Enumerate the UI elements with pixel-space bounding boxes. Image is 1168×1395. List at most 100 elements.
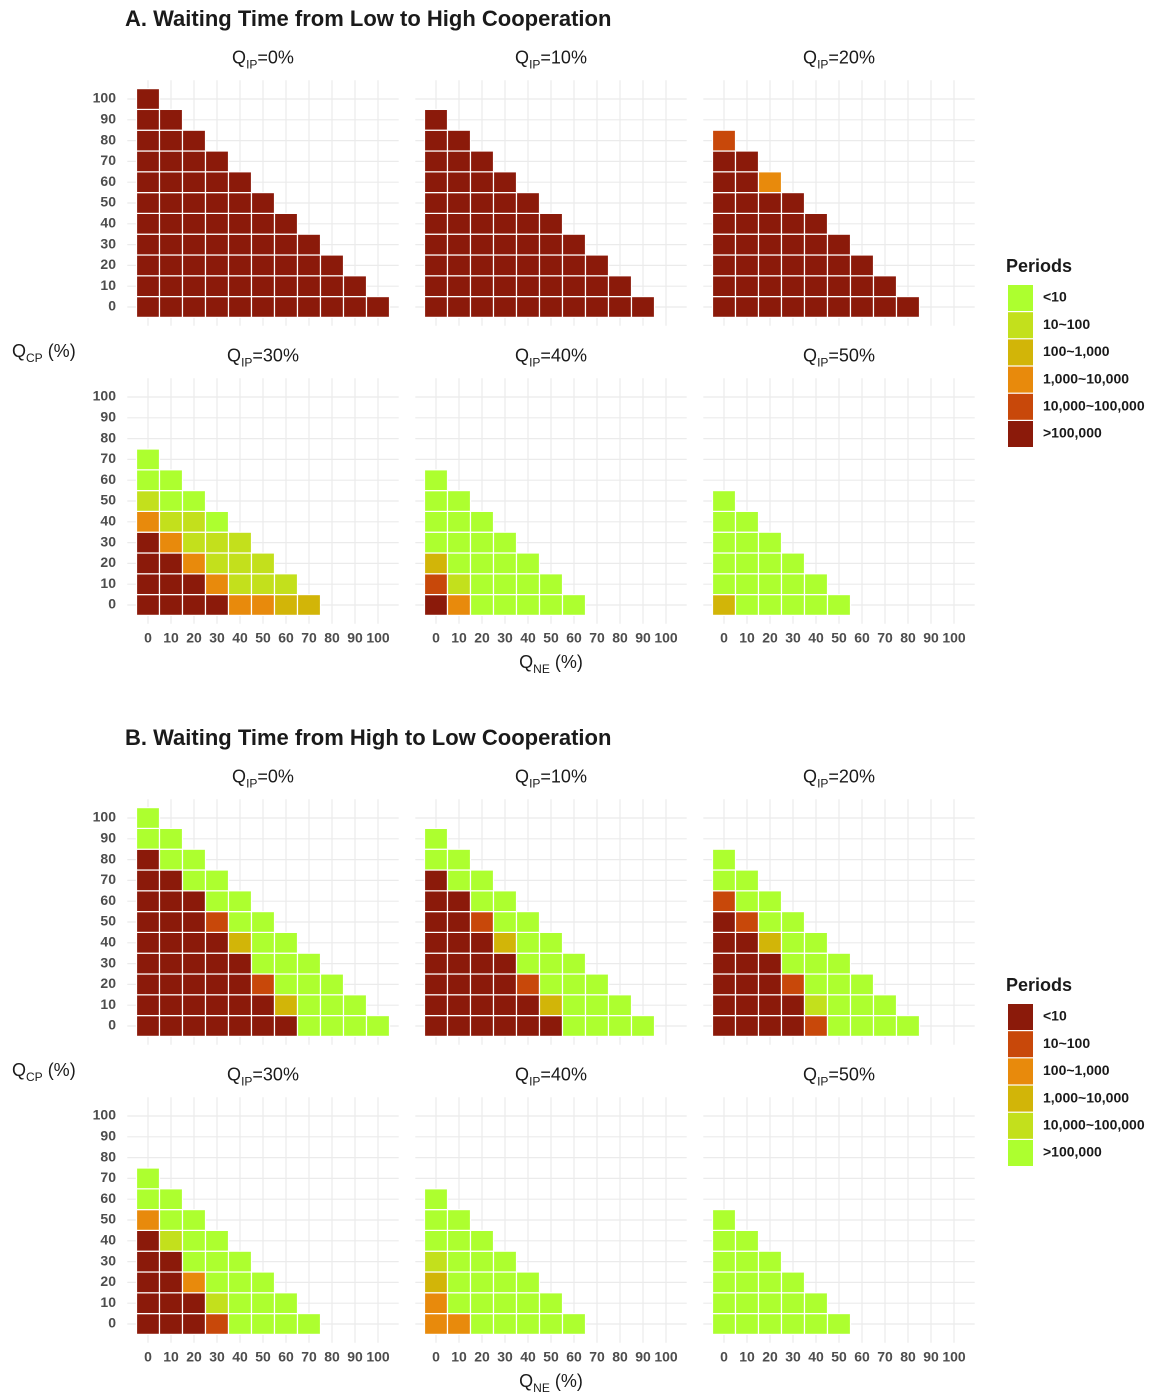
heat-cell — [423, 1312, 449, 1335]
legend-key — [1008, 1112, 1033, 1139]
heat-cell — [803, 593, 829, 616]
heat-cell — [515, 233, 541, 256]
heat-cell — [734, 233, 760, 256]
x-tick-label: 80 — [612, 1348, 628, 1364]
heat-cell — [227, 531, 253, 554]
y-tick-label: 100 — [93, 388, 117, 404]
x-tick-label: 60 — [854, 1348, 870, 1364]
heat-cell — [469, 1229, 495, 1252]
heat-cell — [492, 1250, 518, 1273]
x-tick-label: 100 — [654, 629, 678, 645]
text-part: Q — [803, 345, 817, 365]
heat-cell — [135, 952, 161, 975]
heat-cell — [826, 973, 852, 996]
heat-cell — [135, 1271, 161, 1294]
heat-cell — [446, 1271, 472, 1294]
heat-cell — [204, 192, 230, 214]
text-part: Q — [12, 1060, 26, 1080]
x-tick-label: 10 — [739, 1348, 755, 1364]
y-tick-label: 60 — [100, 1190, 116, 1206]
heat-cell — [538, 973, 564, 996]
y-tick-label: 90 — [100, 1128, 116, 1144]
chart-title: A. Waiting Time from Low to High Coopera… — [125, 6, 611, 31]
legend-key — [1008, 1031, 1033, 1058]
heat-cell — [158, 295, 184, 318]
heat-cell — [757, 911, 783, 933]
heat-cell — [319, 1014, 345, 1037]
heat-cell — [780, 254, 806, 277]
heat-cell — [296, 254, 322, 277]
heat-cell — [181, 510, 207, 533]
heat-cell — [181, 1250, 207, 1273]
heat-cell — [849, 973, 875, 996]
legend-label: 10~100 — [1043, 316, 1090, 332]
heat-cell — [584, 1014, 610, 1037]
heat-cell — [204, 1229, 230, 1252]
heat-cell — [135, 212, 161, 235]
heat-cell — [423, 531, 449, 554]
heat-cell — [757, 952, 783, 975]
legend-title: Periods — [1006, 256, 1072, 276]
heat-cell — [469, 552, 495, 575]
x-tick-label: 30 — [785, 629, 801, 645]
x-tick-label: 40 — [520, 1348, 536, 1364]
heat-cell — [711, 490, 737, 512]
heat-cell — [227, 275, 253, 298]
heat-cell — [181, 192, 207, 214]
heat-cell — [250, 552, 276, 575]
heat-cell — [711, 552, 737, 575]
y-tick-label: 50 — [100, 913, 116, 929]
heat-cell — [319, 295, 345, 318]
heat-cell — [826, 1014, 852, 1037]
heat-cell — [607, 275, 633, 298]
y-tick-label: 40 — [100, 512, 116, 528]
heat-cell — [803, 931, 829, 954]
heat-cell — [469, 275, 495, 298]
heat-cell — [469, 573, 495, 596]
heat-cell — [446, 973, 472, 996]
subscript: IP — [529, 355, 540, 369]
heat-cell — [273, 1292, 299, 1315]
x-tick-label: 10 — [451, 629, 467, 645]
heat-cell — [446, 593, 472, 616]
heat-cell — [250, 1271, 276, 1294]
x-tick-label: 90 — [347, 1348, 363, 1364]
heat-cell — [515, 212, 541, 235]
heat-cell — [711, 593, 737, 616]
heat-cell — [734, 869, 760, 892]
y-tick-label: 20 — [100, 554, 116, 570]
y-tick-label: 50 — [100, 1211, 116, 1227]
heat-cell — [158, 552, 184, 575]
heat-cell — [204, 1250, 230, 1273]
heat-cell — [469, 890, 495, 913]
heat-cell — [538, 1292, 564, 1315]
heat-cell — [446, 890, 472, 913]
heat-cell — [181, 1271, 207, 1294]
heat-cell — [757, 531, 783, 554]
text-part: =50% — [828, 345, 875, 365]
heat-cell — [630, 295, 656, 318]
heat-cell — [734, 531, 760, 554]
y-tick-label: 30 — [100, 954, 116, 970]
y-tick-label: 50 — [100, 194, 116, 210]
y-tick-label: 0 — [108, 1017, 116, 1033]
y-tick-label: 100 — [93, 1107, 117, 1123]
heat-cell — [469, 593, 495, 616]
x-tick-label: 30 — [497, 1348, 513, 1364]
y-axis-label: QCP (%) — [12, 1060, 76, 1084]
heat-cell — [803, 952, 829, 975]
heat-cell — [250, 952, 276, 975]
heat-cell — [296, 952, 322, 975]
heat-cell — [181, 552, 207, 575]
heat-cell — [492, 531, 518, 554]
heat-cell — [204, 911, 230, 933]
heat-cell — [135, 931, 161, 954]
heat-cell — [826, 593, 852, 616]
heat-cell — [250, 911, 276, 933]
heat-cell — [849, 275, 875, 298]
heat-cell — [803, 295, 829, 318]
chart-title: B. Waiting Time from High to Low Coopera… — [125, 725, 611, 750]
heat-cell — [204, 1292, 230, 1315]
x-tick-label: 100 — [366, 629, 390, 645]
heat-cell — [780, 573, 806, 596]
